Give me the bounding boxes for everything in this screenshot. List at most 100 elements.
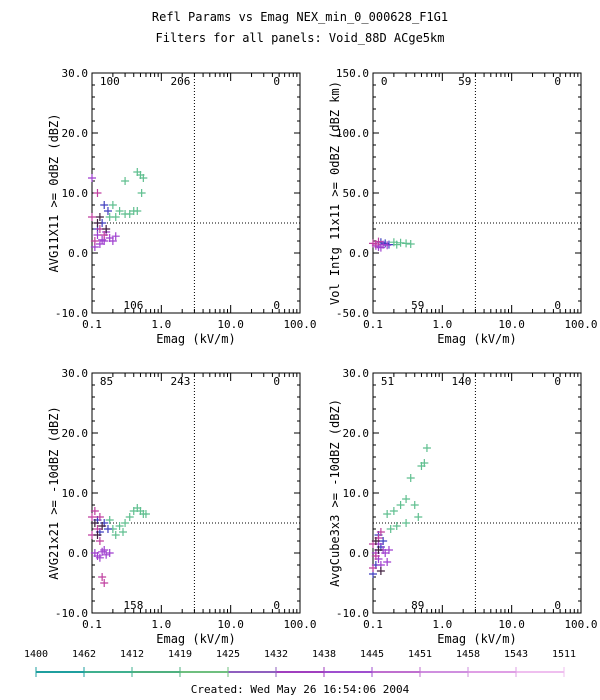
y-tick-label: 30.0 [343,367,370,380]
data-point [392,522,401,530]
data-point [383,241,392,250]
series-dark [93,213,111,233]
x-tick-label: 10.0 [498,318,525,331]
series-green [389,238,415,249]
data-point [102,225,111,233]
count-bottom-mid: 106 [123,299,143,312]
data-point [100,546,109,554]
series-purple [90,546,114,562]
y-tick-label: 0.0 [349,547,369,560]
x-tick-label: 0.1 [82,318,102,331]
count-bottom-right: 0 [273,599,280,612]
y-tick-label: 150.0 [336,67,369,80]
data-point [95,553,104,562]
colorbar-label: 1451 [408,649,432,660]
data-point [384,546,393,554]
data-point [371,537,380,545]
data-point [93,531,102,539]
data-point [98,522,107,530]
series-green [383,444,431,533]
data-point [137,189,146,197]
count-top-mid: 243 [171,375,191,388]
data-point [379,537,388,545]
data-point [410,501,419,509]
count-top-right: 0 [273,375,280,388]
data-point [376,528,385,536]
data-point [105,213,114,221]
y-tick-label: 10.0 [62,187,89,200]
x-tick-label: 1.0 [432,618,452,631]
data-point [414,513,423,521]
panel-1: -10.0 0.0 10.0 20.0 30.0 0.1 1.0 10.0 100.0 100 20… [47,67,317,346]
colorbar-label: 1432 [264,649,288,660]
colorbar-label: 1458 [456,649,480,660]
y-tick-label: -10.0 [55,307,88,320]
series-purple [88,174,120,251]
data-point [374,546,383,554]
data-point [376,243,385,252]
data-point [141,510,150,518]
data-point [125,210,134,218]
y-tick-label: -10.0 [55,607,88,620]
y-tick-label: -10.0 [336,607,369,620]
data-point [383,510,392,518]
x-tick-label: 1.0 [151,618,171,631]
y-tick-label: 50.0 [343,187,370,200]
data-point [90,237,99,245]
x-tick-label: 0.1 [363,618,383,631]
x-tick-label: 0.1 [82,618,102,631]
colorbar-label: 1462 [72,649,96,660]
data-point [88,213,96,221]
data-point [95,240,104,248]
data-point [95,537,104,545]
data-point [93,189,102,197]
x-tick-label: 10.0 [498,618,525,631]
data-point [376,567,385,575]
y-tick-label: 30.0 [62,367,89,380]
y-tick-label: 10.0 [343,487,370,500]
series-magenta [88,189,109,245]
series-dark [371,537,385,575]
figure-subtitle: Filters for all panels: Void_88D ACge5km [156,31,445,45]
data-point [133,207,142,215]
count-top-mid: 59 [458,75,471,88]
count-bottom-right: 0 [273,299,280,312]
colorbar-label: 1543 [504,649,528,660]
count-top-left: 0 [381,75,388,88]
data-point [108,201,117,209]
data-point [422,444,431,452]
colorbar: 1400 1462 1412 1419 1425 1432 1438 1445 1451 1458… [24,649,576,677]
x-tick-label: 10.0 [217,318,244,331]
data-point [406,240,415,248]
y-tick-label: 0.0 [68,547,88,560]
x-tick-label: 1.0 [432,318,452,331]
y-tick-label: 20.0 [62,427,89,440]
data-point [125,513,134,521]
data-point [121,519,130,527]
data-point [111,531,120,539]
y-axis-label: AVG11X11 >= 0dBZ (dBZ) [47,114,61,273]
data-point [402,519,411,527]
colorbar-label: 1438 [312,649,336,660]
count-bottom-mid: 59 [411,299,424,312]
y-tick-label: 30.0 [62,67,89,80]
count-top-mid: 206 [171,75,191,88]
colorbar-label: 1511 [552,649,576,660]
data-point [98,235,107,244]
data-point [100,579,109,587]
count-bottom-mid: 158 [123,599,143,612]
y-axis-label: Vol Intg 11x11 >= 0dBZ (dBZ km) [328,81,342,305]
data-point [93,231,102,239]
y-tick-label: 20.0 [62,127,89,140]
x-axis-label: Emag (kV/m) [156,332,235,346]
x-axis-label: Emag (kV/m) [437,332,516,346]
plot-frame [372,372,582,614]
x-tick-label: 10.0 [217,618,244,631]
data-point [100,231,109,239]
y-tick-label: 10.0 [62,487,89,500]
data-point [115,522,124,530]
colorbar-label: 1400 [24,649,48,660]
data-point [108,237,117,245]
